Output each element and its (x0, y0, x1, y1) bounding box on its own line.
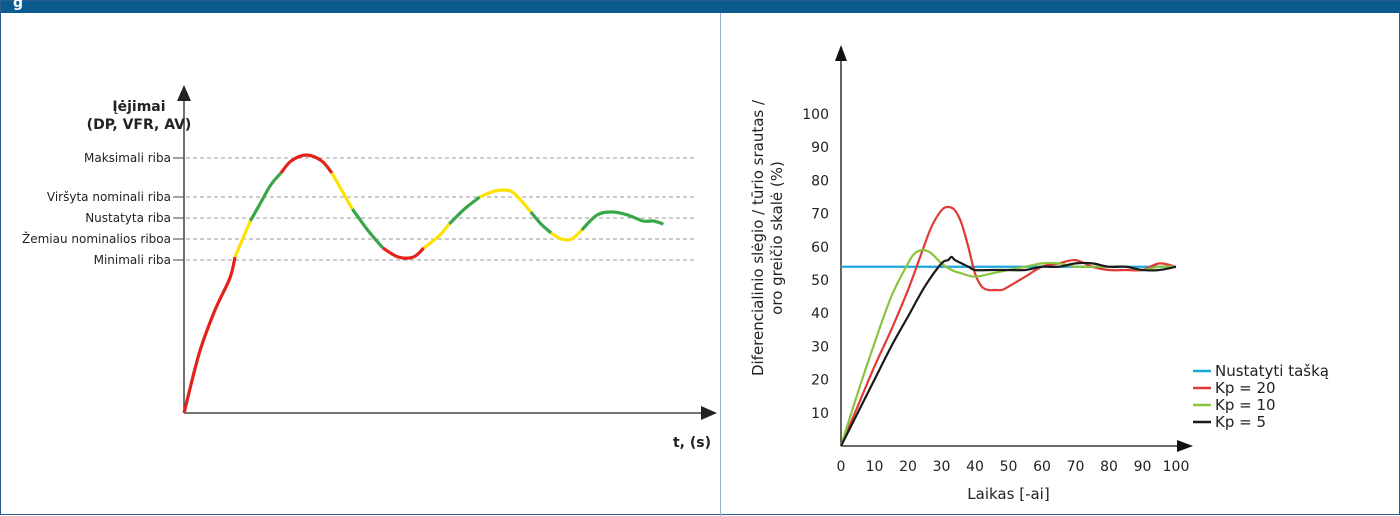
y-axis-label-line2: oro greičio skalė (%) (768, 161, 786, 315)
y-tick-label: 60 (811, 240, 829, 256)
signal-segment-yellow (422, 222, 451, 250)
signal-segment-yellow (330, 172, 354, 210)
y-tick-label: 20 (811, 373, 829, 389)
y-tick-label: 80 (811, 173, 829, 189)
x-tick-label: 70 (1067, 459, 1085, 475)
x-axis-label: Laikas [-ai] (967, 485, 1049, 503)
signal-segment-yellow (233, 220, 252, 258)
x-tick-label: 40 (966, 459, 984, 475)
x-tick-label: 20 (899, 459, 917, 475)
signal-segment-green (580, 210, 664, 232)
panel-divider (720, 13, 721, 516)
series-line-1 (839, 205, 1177, 447)
y-tick-label: 100 (802, 107, 829, 123)
y-tick-label: 10 (811, 406, 829, 422)
y-tick-label: 40 (811, 306, 829, 322)
signal-segment-yellow (550, 228, 583, 242)
signal-segment-green (529, 210, 553, 235)
legend-label: Kp = 10 (1215, 396, 1276, 414)
y-tick-label: 70 (811, 207, 829, 223)
x-tick-label: 50 (1000, 459, 1018, 475)
x-tick-label: 90 (1134, 459, 1152, 475)
x-axis-label: t, (s) (673, 435, 711, 451)
x-tick-label: 0 (837, 459, 846, 475)
y-tick-label: 50 (811, 273, 829, 289)
y-axis-arrow (177, 85, 191, 101)
y-axis-label-line1: Įėjimai (112, 99, 165, 115)
y-axis-label-line2: (DP, VFR, AV) (87, 117, 192, 133)
y-axis-label-line1: Diferencialinio slėgio / tūrio srautas / (749, 99, 767, 376)
threshold-label: Žemiau nominalios riboa (22, 231, 171, 246)
x-tick-label: 10 (866, 459, 884, 475)
threshold-label: Minimali riba (94, 253, 171, 267)
threshold-label: Nustatyta riba (85, 211, 171, 225)
signal-segment-green (248, 171, 283, 222)
header-title: g (13, 0, 24, 11)
y-tick-label: 90 (811, 140, 829, 156)
signal-segment-red (382, 246, 425, 260)
x-axis-arrow (1177, 440, 1193, 452)
x-tick-label: 100 (1163, 459, 1190, 475)
x-tick-label: 60 (1033, 459, 1051, 475)
x-tick-label: 80 (1100, 459, 1118, 475)
x-axis-arrow (701, 406, 717, 420)
x-tick-label: 30 (933, 459, 951, 475)
signal-segment-yellow (479, 188, 533, 214)
signal-segment-red (279, 153, 334, 175)
legend-label: Kp = 20 (1215, 379, 1276, 397)
alarm-thresholds-chart: Įėjimai (DP, VFR, AV) t, (s) Maksimali riba… (22, 85, 717, 451)
legend-label: Kp = 5 (1215, 413, 1266, 431)
signal-segment-green (351, 208, 385, 250)
signal-segment-green (448, 195, 481, 226)
threshold-label: Viršyta nominali riba (47, 190, 171, 204)
series-line-3 (840, 255, 1177, 447)
header-bar: g (1, 0, 1400, 13)
pid-response-chart: 10 20 30 40 50 60 70 80 90 100 0 10 20 30 40 50 60 70 80 90… (749, 45, 1329, 503)
y-tick-label: 30 (811, 339, 829, 355)
threshold-label: Maksimali riba (84, 151, 171, 165)
y-axis-label: Diferencialinio slėgio / tūrio srautas /… (749, 99, 786, 376)
legend-label: Nustatyti tašką (1215, 362, 1329, 380)
signal-segment-red (182, 256, 237, 414)
y-axis-arrow (835, 45, 847, 61)
